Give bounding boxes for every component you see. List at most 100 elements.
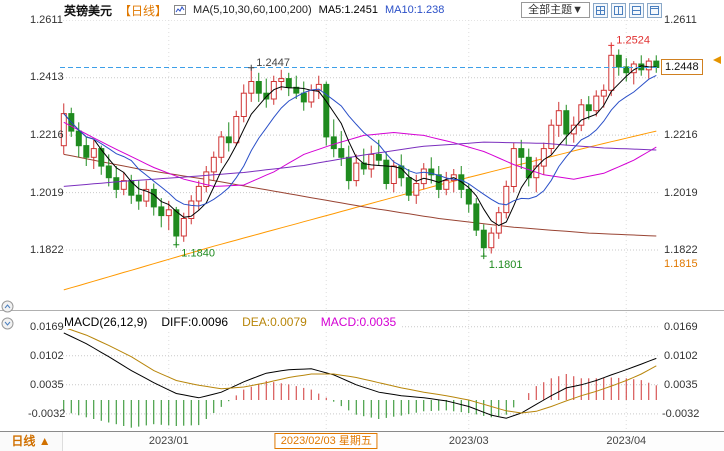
candle-body (593, 95, 600, 112)
candle-body (308, 89, 315, 103)
candle-body (330, 136, 337, 150)
extreme-marker (608, 42, 615, 49)
ma-line-MA10 (63, 74, 657, 207)
macd-dea-value: DEA:0.0079 (242, 315, 307, 329)
candle-body (518, 148, 525, 158)
date-tick: 2023/04 (606, 435, 647, 447)
ma10-value: MA10:1.238 (385, 4, 445, 16)
candle-body (105, 165, 112, 179)
candle-body (255, 81, 262, 94)
candle-body (150, 188, 157, 208)
candle-body (218, 136, 225, 158)
extreme-marker (248, 64, 255, 71)
candle-body (120, 180, 127, 190)
candle-body (645, 60, 652, 71)
candle-body (578, 104, 585, 126)
ma-settings-label: MA(5,10,30,60,100,200) (193, 4, 312, 16)
layout-hsplit-icon[interactable] (629, 2, 644, 18)
candle-body (158, 206, 165, 217)
candle-body (608, 54, 615, 91)
macd-axis-label-left: -0.0032 (28, 408, 66, 420)
candle-body (420, 168, 427, 185)
ma-indicator-icon (174, 4, 187, 16)
candle-body (353, 162, 360, 182)
candle-body (203, 171, 210, 187)
candle-body (165, 209, 172, 217)
candle-body (240, 92, 247, 117)
price-axis-label-right: 1.2019 (664, 187, 698, 199)
layout-vsplit-icon[interactable] (611, 2, 626, 18)
extreme-label: 1.2447 (256, 57, 290, 69)
chart-header: 英镑美元 【日线】 MA(5,10,30,60,100,200) MA5:1.2… (0, 0, 724, 20)
theme-dropdown-button[interactable]: 全部主题▼ (521, 2, 590, 18)
candle-body (300, 92, 307, 103)
macd-dea-line (63, 326, 657, 414)
candle-body (90, 148, 97, 158)
candle-body (135, 194, 142, 202)
candle-body (570, 124, 577, 135)
macd-axis-label-right: 0.0102 (664, 350, 698, 362)
layout-grid-icon[interactable] (593, 2, 608, 18)
candle-body (338, 148, 345, 158)
candle-body (525, 156, 532, 179)
candle-body (413, 183, 420, 196)
candle-body (405, 177, 412, 196)
period-selector-tab[interactable]: 日线 ▲ (0, 432, 63, 451)
macd-diff-value: DIFF:0.0096 (161, 315, 229, 329)
layout-single-icon[interactable] (647, 2, 662, 18)
macd-axis-label-left: 0.0169 (30, 321, 64, 333)
candle-body (443, 180, 450, 190)
candle-body (278, 78, 285, 82)
candle-body (473, 203, 480, 231)
extreme-label: 1.1801 (489, 259, 523, 271)
candle-body (555, 110, 562, 126)
price-axis-label-left: 1.2413 (30, 71, 64, 83)
candle-body (173, 209, 180, 237)
candle-body (375, 153, 382, 161)
period-tag: 【日线】 (119, 3, 168, 18)
price-axis-label-left: 1.2611 (30, 14, 63, 26)
candle-body (345, 156, 352, 182)
ma-line-MA60 (63, 141, 657, 187)
candle-body (390, 165, 397, 184)
candle-body (563, 110, 570, 135)
candle-body (195, 185, 202, 202)
candle-body (210, 156, 217, 173)
candle-body (480, 229, 487, 249)
candle-body (75, 130, 82, 147)
macd-axis-label-right: 0.0035 (664, 379, 698, 391)
date-tick: 2023/01 (148, 435, 189, 447)
date-tick: 2023/03 (448, 435, 489, 447)
candle-body (548, 124, 555, 149)
candle-body (293, 86, 300, 94)
macd-indicator-header: MACD(26,12,9) DIFF:0.0096 DEA:0.0079 MAC… (64, 315, 403, 329)
candle-body (225, 136, 232, 144)
macd-macd-value: MACD:0.0035 (320, 315, 397, 329)
ma-line-MA200 (63, 153, 657, 237)
macd-axis-label-right: -0.0032 (662, 408, 700, 420)
candle-body (323, 83, 330, 138)
candle-body (143, 188, 150, 202)
candle-body (98, 148, 105, 167)
candle-body (503, 185, 510, 214)
price-axis-label-right: 1.1822 (664, 244, 698, 256)
candle-body (113, 177, 120, 190)
candle-body (285, 78, 292, 88)
indicator-cycle-down-icon[interactable] (1, 317, 14, 330)
key-level-label: 1.1815 (664, 258, 698, 270)
candle-body (188, 200, 195, 219)
candle-body (623, 66, 630, 74)
candle-body (615, 54, 622, 68)
candle-body (233, 116, 240, 144)
indicator-cycle-up-icon[interactable] (1, 300, 14, 313)
ma-line-MA5 (63, 65, 657, 227)
candle-body (83, 145, 90, 158)
candle-body (428, 168, 435, 176)
candle-body (315, 83, 322, 91)
macd-axis-label-right: 0.0169 (664, 321, 698, 333)
macd-title: MACD(26,12,9) (64, 315, 148, 329)
candle-body (180, 218, 187, 237)
selected-date-indicator: 2023/02/03 星期五 (274, 433, 378, 449)
ma5-value: MA5:1.2451 (318, 4, 378, 16)
